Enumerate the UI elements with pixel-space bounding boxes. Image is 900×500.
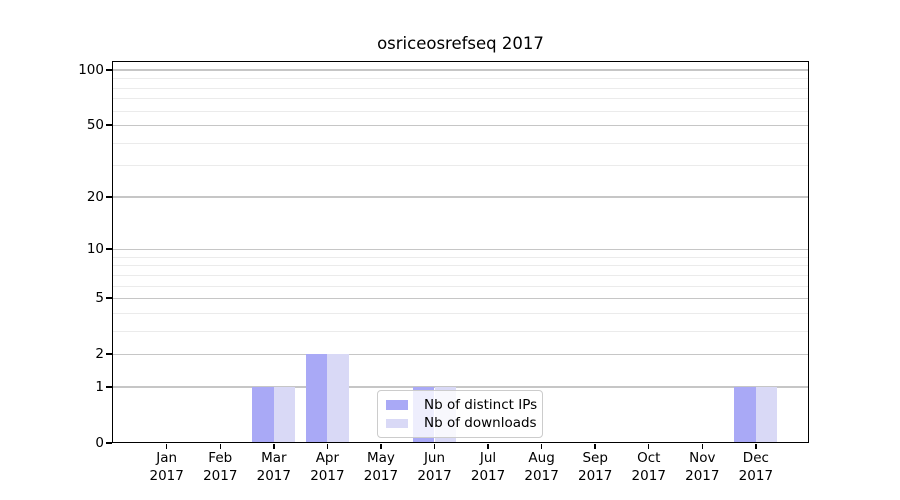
y-tick-mark bbox=[105, 69, 112, 71]
x-tick-label: May 2017 bbox=[353, 450, 409, 485]
y-tick-mark bbox=[105, 442, 112, 444]
legend-item-downloads: Nb of downloads bbox=[386, 414, 537, 433]
x-tick-label: Jul 2017 bbox=[460, 450, 516, 485]
x-tick-month: May bbox=[366, 450, 395, 466]
x-tick-month: Mar bbox=[261, 450, 287, 466]
x-tick-year: 2017 bbox=[203, 467, 238, 484]
legend-swatch-downloads-icon bbox=[386, 418, 408, 428]
bar-downloads bbox=[273, 386, 296, 443]
y-tick-label: 20 bbox=[86, 188, 104, 205]
x-tick-year: 2017 bbox=[524, 467, 559, 484]
major-gridline bbox=[113, 353, 808, 355]
legend-item-distinct-ips: Nb of distinct IPs bbox=[386, 396, 538, 415]
x-tick-year: 2017 bbox=[685, 467, 720, 484]
y-tick-mark bbox=[105, 386, 112, 388]
minor-gridline bbox=[113, 110, 808, 112]
x-tick-month: Feb bbox=[208, 450, 233, 466]
x-tick-month: Jan bbox=[156, 450, 178, 466]
legend-label-distinct-ips: Nb of distinct IPs bbox=[424, 396, 538, 413]
minor-gridline bbox=[113, 256, 808, 258]
x-tick-mark bbox=[433, 444, 436, 449]
y-tick-label: 1 bbox=[95, 378, 104, 395]
x-tick-label: Jan 2017 bbox=[139, 450, 195, 485]
x-tick-label: Mar 2017 bbox=[246, 450, 302, 485]
major-gridline bbox=[113, 297, 808, 299]
y-tick-mark bbox=[105, 353, 112, 355]
minor-gridline bbox=[113, 165, 808, 167]
x-tick-mark bbox=[594, 444, 596, 449]
x-tick-month: Dec bbox=[742, 450, 769, 466]
minor-gridline bbox=[113, 312, 808, 314]
x-tick-month: Sep bbox=[582, 450, 608, 466]
x-tick-label: Nov 2017 bbox=[674, 450, 730, 485]
x-tick-mark bbox=[540, 444, 543, 449]
x-tick-mark bbox=[326, 444, 329, 449]
x-tick-mark bbox=[487, 444, 489, 449]
y-tick-mark bbox=[105, 196, 112, 198]
x-tick-label: Apr 2017 bbox=[299, 450, 355, 485]
minor-gridline bbox=[113, 285, 808, 287]
x-tick-year: 2017 bbox=[256, 467, 291, 484]
minor-gridline bbox=[113, 274, 808, 276]
bar-downloads bbox=[755, 386, 778, 443]
x-tick-year: 2017 bbox=[577, 467, 613, 484]
minor-gridline bbox=[113, 330, 808, 332]
y-tick-label: 100 bbox=[78, 61, 104, 78]
x-tick-month: Aug bbox=[528, 450, 555, 466]
x-tick-month: Jun bbox=[423, 450, 446, 466]
x-tick-month: Oct bbox=[637, 450, 661, 466]
x-tick-year: 2017 bbox=[417, 467, 452, 484]
x-tick-mark bbox=[647, 444, 650, 449]
x-tick-mark bbox=[380, 444, 382, 449]
major-gridline bbox=[113, 196, 808, 198]
x-tick-month: Jul bbox=[479, 450, 497, 466]
y-tick-label: 2 bbox=[95, 346, 104, 363]
x-tick-label: Sep 2017 bbox=[567, 450, 623, 485]
x-tick-mark bbox=[273, 444, 275, 449]
major-gridline bbox=[113, 69, 808, 71]
x-tick-mark bbox=[165, 444, 168, 449]
x-tick-mark bbox=[701, 444, 704, 449]
bar-distinct-ips bbox=[305, 354, 328, 443]
x-tick-label: Dec 2017 bbox=[728, 450, 784, 485]
bar-downloads bbox=[327, 354, 349, 443]
x-tick-year: 2017 bbox=[149, 467, 184, 484]
y-tick-label: 5 bbox=[95, 290, 104, 307]
bar-distinct-ips bbox=[252, 386, 274, 443]
minor-gridline bbox=[113, 78, 808, 80]
x-tick-label: Feb 2017 bbox=[192, 450, 248, 485]
y-tick-label: 0 bbox=[95, 435, 104, 451]
x-tick-label: Jun 2017 bbox=[407, 450, 463, 485]
x-tick-year: 2017 bbox=[310, 467, 345, 484]
x-tick-label: Aug 2017 bbox=[514, 450, 570, 485]
x-tick-mark bbox=[755, 444, 757, 449]
legend: Nb of distinct IPs Nb of downloads bbox=[377, 390, 543, 438]
minor-gridline bbox=[113, 142, 808, 144]
minor-gridline bbox=[113, 87, 808, 89]
x-tick-year: 2017 bbox=[363, 467, 399, 484]
major-gridline bbox=[113, 386, 808, 388]
x-tick-label: Oct 2017 bbox=[621, 450, 677, 485]
minor-gridline bbox=[113, 98, 808, 100]
y-tick-mark bbox=[105, 248, 112, 250]
major-gridline bbox=[113, 124, 808, 126]
x-tick-year: 2017 bbox=[631, 467, 666, 484]
chart-title: osriceosrefseq 2017 bbox=[377, 34, 544, 53]
y-tick-mark bbox=[105, 297, 112, 299]
x-tick-month: Nov bbox=[689, 450, 716, 466]
x-tick-year: 2017 bbox=[738, 467, 774, 484]
x-tick-year: 2017 bbox=[470, 467, 506, 484]
major-gridline bbox=[113, 248, 808, 250]
x-tick-mark bbox=[219, 444, 221, 449]
y-tick-mark bbox=[105, 124, 112, 126]
y-tick-label: 50 bbox=[86, 117, 104, 134]
x-tick-month: Apr bbox=[315, 450, 340, 466]
y-tick-label: 10 bbox=[86, 241, 104, 258]
bar-distinct-ips bbox=[734, 386, 756, 443]
legend-label-downloads: Nb of downloads bbox=[424, 415, 537, 432]
minor-gridline bbox=[113, 265, 808, 267]
legend-swatch-distinct-ips-icon bbox=[386, 400, 408, 410]
